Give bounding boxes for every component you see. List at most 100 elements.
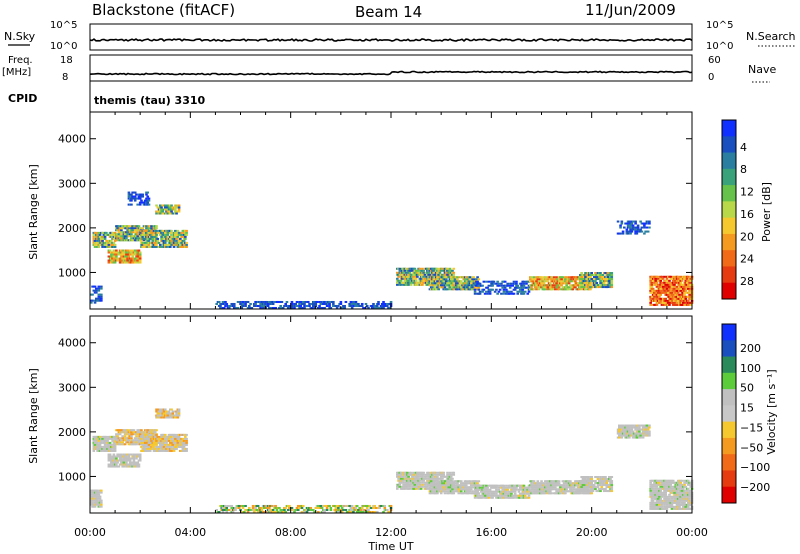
- echo-cell: [141, 245, 145, 248]
- echo-cell: [537, 280, 541, 283]
- echo-cell: [170, 231, 173, 234]
- echo-cell: [158, 243, 162, 246]
- echo-cell: [156, 435, 160, 438]
- echo-cell: [554, 486, 557, 489]
- echo-cell: [596, 486, 600, 489]
- echo-cell: [473, 292, 477, 295]
- echo-cell: [92, 497, 96, 500]
- echo-cell: [640, 428, 644, 431]
- echo-cell: [100, 503, 103, 506]
- echo-cell: [133, 251, 137, 254]
- echo-cell: [522, 280, 526, 283]
- echo-cell: [481, 486, 484, 489]
- nave-tick-low: 0: [708, 72, 714, 83]
- echo-cell: [146, 233, 150, 236]
- echo-cell: [422, 275, 425, 278]
- echo-cell: [136, 235, 140, 238]
- echo-cell: [584, 486, 587, 489]
- echo-cell: [629, 232, 632, 235]
- echo-cell: [107, 251, 111, 254]
- echo-cell: [650, 281, 654, 284]
- echo-cell: [510, 290, 513, 293]
- echo-cell: [673, 283, 676, 286]
- echo-cell: [428, 284, 432, 287]
- echo-cell: [437, 482, 441, 485]
- echo-cell: [641, 436, 645, 439]
- echo-cell: [689, 303, 693, 306]
- echo-cell: [344, 300, 348, 303]
- echo-cell: [669, 289, 673, 292]
- echo-cell: [398, 485, 402, 488]
- echo-cell: [523, 494, 527, 497]
- echo-cell: [313, 306, 316, 309]
- echo-cell: [674, 281, 678, 284]
- echo-cell: [665, 287, 669, 290]
- echo-cell: [599, 284, 602, 287]
- echo-cell: [259, 306, 262, 309]
- echo-cell: [127, 195, 131, 198]
- echo-cell: [626, 224, 630, 227]
- echo-cell: [123, 453, 127, 456]
- echo-cell: [444, 276, 448, 279]
- echo-cell: [517, 490, 521, 493]
- echo-cell: [433, 284, 437, 287]
- echo-cell: [625, 222, 629, 225]
- freq-tick-low: 8: [62, 72, 68, 83]
- echo-cell: [487, 492, 491, 495]
- echo-cell: [429, 492, 433, 495]
- echo-cell: [439, 492, 443, 495]
- echo-cell: [664, 291, 668, 294]
- echo-cell: [177, 208, 181, 211]
- echo-cell: [565, 488, 568, 491]
- echo-cell: [155, 227, 158, 230]
- echo-cell: [157, 447, 161, 450]
- echo-cell: [486, 488, 489, 491]
- echo-cell: [403, 269, 407, 272]
- echo-cell: [686, 299, 690, 302]
- echo-cell: [517, 290, 521, 293]
- echo-cell: [383, 302, 387, 305]
- echo-cell: [118, 433, 122, 436]
- echo-cell: [91, 491, 94, 494]
- echo-cell: [442, 486, 446, 489]
- echo-cell: [656, 497, 660, 500]
- echo-cell: [649, 291, 652, 294]
- echo-cell: [112, 255, 116, 258]
- echo-cell: [565, 276, 568, 279]
- echo-cell: [101, 245, 104, 248]
- echo-cell: [120, 231, 123, 234]
- echo-cell: [630, 428, 634, 431]
- echo-cell: [441, 273, 444, 276]
- echo-cell: [649, 301, 652, 304]
- echo-cell: [636, 224, 640, 227]
- echo-cell: [449, 475, 453, 478]
- echo-cell: [669, 283, 673, 286]
- echo-cell: [636, 228, 640, 231]
- echo-cell: [654, 505, 657, 508]
- echo-cell: [133, 195, 137, 198]
- echo-cell: [106, 245, 109, 248]
- echo-cell: [584, 480, 587, 483]
- echo-cell: [549, 282, 552, 285]
- echo-cell: [619, 226, 622, 229]
- echo-cell: [448, 471, 452, 474]
- echo-cell: [638, 430, 641, 433]
- echo-cell: [177, 239, 181, 242]
- echo-cell: [165, 441, 168, 444]
- echo-cell: [402, 475, 405, 478]
- echo-cell: [413, 267, 417, 270]
- echo-cell: [442, 280, 446, 283]
- echo-cell: [495, 486, 498, 489]
- echo-cell: [530, 276, 533, 279]
- echo-cell: [656, 277, 660, 280]
- echo-cell: [157, 412, 161, 415]
- echo-cell: [143, 447, 147, 450]
- echo-cell: [650, 497, 654, 500]
- echo-cell: [546, 288, 550, 291]
- echo-cell: [618, 430, 621, 433]
- echo-cell: [634, 222, 637, 225]
- echo-cell: [506, 284, 509, 287]
- echo-cell: [433, 480, 437, 483]
- echo-cell: [148, 245, 152, 248]
